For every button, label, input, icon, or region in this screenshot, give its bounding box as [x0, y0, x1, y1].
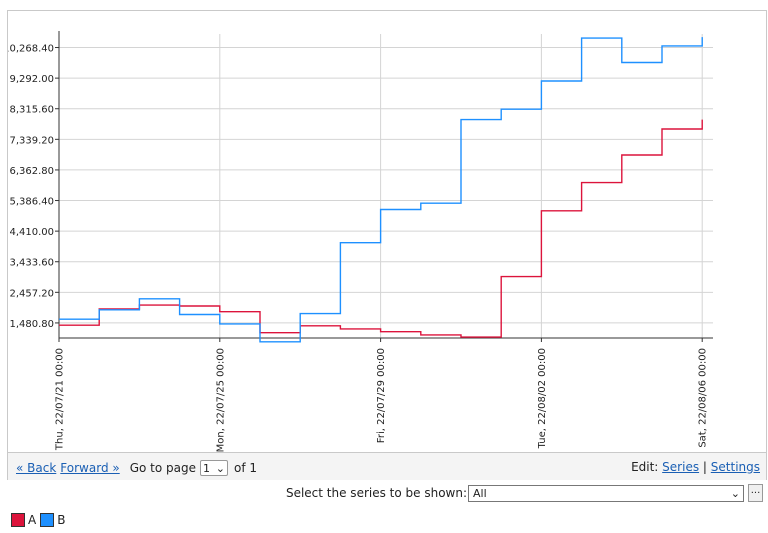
y-tick-label: 6,362.80: [9, 166, 54, 177]
y-tick-label: 5,386.40: [9, 197, 54, 208]
pagination-bar: « Back Forward » Go to page 1 ⌄ of 1 Edi…: [7, 453, 767, 480]
y-tick-label: 7,339.20: [9, 135, 54, 146]
grid-lines: [58, 34, 713, 338]
chevron-down-icon: ⌄: [215, 461, 226, 475]
series-select-value: All: [473, 487, 487, 500]
y-tick-label: 1,480.80: [9, 319, 54, 330]
link-separator: |: [702, 460, 707, 474]
goto-page-label: Go to page: [129, 461, 197, 475]
y-tick-label: 3,433.60: [9, 258, 54, 269]
series-filter-label: Select the series to be shown:: [285, 486, 467, 500]
series-select[interactable]: All ⌄: [468, 485, 744, 502]
series-lines: [59, 37, 703, 343]
edit-links: Edit: Series | Settings: [631, 460, 760, 474]
legend-swatch-a: [11, 513, 25, 527]
legend-label-a: A: [28, 513, 37, 527]
series-filter-row: Select the series to be shown: All ⌄ ...: [7, 480, 767, 508]
legend-label-b: B: [57, 513, 66, 527]
y-tick-label: 2,457.20: [9, 288, 54, 299]
x-tick-label: Thu, 22/07/21 00:00: [55, 348, 66, 451]
more-options-button[interactable]: ...: [748, 484, 763, 502]
pagination-controls: « Back Forward » Go to page 1 ⌄ of 1: [16, 460, 261, 476]
tick-labels: 1,480.80 2,457.20 3,433.60 4,410.00 5,386.40…: [8, 44, 709, 452]
x-tick-label: Tue, 22/08/02 00:00: [537, 348, 548, 449]
x-tick-label: Sat, 22/08/06 00:00: [698, 348, 709, 448]
forward-link[interactable]: Forward »: [60, 461, 120, 475]
y-tick-label: 8,315.60: [9, 105, 54, 116]
x-tick-label: Fri, 22/07/29 00:00: [376, 348, 387, 443]
settings-link[interactable]: Settings: [710, 460, 760, 474]
axes: [55, 31, 713, 342]
chart-panel: 1,480.80 2,457.20 3,433.60 4,410.00 5,386.40…: [7, 10, 767, 453]
chevron-down-icon: ⌄: [730, 487, 740, 500]
legend-swatch-b: [40, 513, 55, 527]
legend: A B: [11, 513, 69, 527]
back-link[interactable]: « Back: [16, 461, 57, 475]
page-count-label: of 1: [234, 461, 258, 475]
y-tick-label: 9,292.00: [9, 74, 54, 85]
edit-label: Edit:: [631, 460, 659, 474]
series-link[interactable]: Series: [662, 460, 700, 474]
page-select-value: 1: [203, 461, 211, 475]
y-tick-label: 4,410.00: [9, 227, 54, 238]
y-tick-label: 10,268.40: [8, 44, 54, 55]
x-tick-label: Mon, 22/07/25 00:00: [215, 348, 226, 452]
page-select[interactable]: 1 ⌄: [200, 460, 229, 476]
series-line-b: [59, 37, 703, 343]
step-line-chart: 1,480.80 2,457.20 3,433.60 4,410.00 5,386.40…: [8, 31, 713, 452]
